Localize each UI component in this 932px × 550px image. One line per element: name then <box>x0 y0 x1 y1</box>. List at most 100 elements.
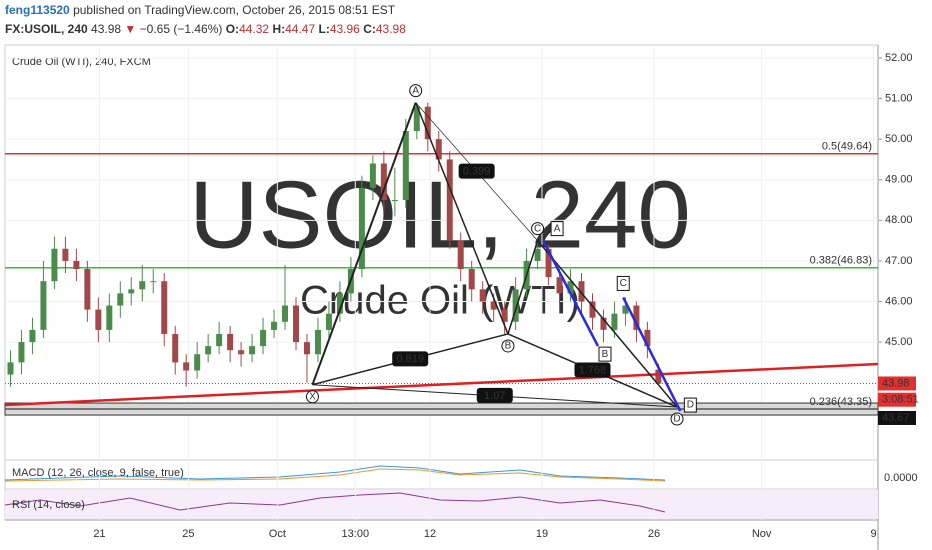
abcd-point-box <box>616 275 630 291</box>
x-tick-label: 12 <box>424 528 436 540</box>
candle-body <box>106 305 113 330</box>
candle-body <box>479 289 486 302</box>
candle-body <box>303 342 310 355</box>
candle-body <box>84 269 91 310</box>
symbol: FX:USOIL, 240 <box>5 22 88 36</box>
ratio-box <box>574 362 611 378</box>
candle-body <box>183 362 190 371</box>
abcd-leg <box>541 240 600 347</box>
candle-body <box>413 106 420 132</box>
candle-body <box>424 106 431 140</box>
abcd-point-box <box>683 397 697 413</box>
pattern-point-label: X <box>309 391 316 402</box>
candle-body <box>314 329 321 355</box>
open-label: O: <box>226 22 239 36</box>
rsi-label: RSI (14, close) <box>12 499 85 511</box>
price-label-box <box>878 410 916 425</box>
price-label: 43.98 <box>882 377 910 389</box>
low: 43.96 <box>330 22 360 36</box>
candle-body <box>556 277 563 294</box>
y-tick-label: 47.00 <box>885 255 913 267</box>
signal-line <box>4 468 666 482</box>
y-tick-label: 51.00 <box>885 92 913 104</box>
candle-body <box>578 281 585 302</box>
y-tick-label: 50.00 <box>885 133 913 145</box>
low-label: L: <box>318 22 329 36</box>
candle-body <box>18 342 25 363</box>
pattern-point <box>531 222 545 236</box>
candle-body <box>227 333 234 351</box>
header-line1: feng113520 published on TradingView.com,… <box>5 3 396 17</box>
close: 43.98 <box>376 22 406 36</box>
close-label: C: <box>363 22 376 36</box>
abcd-point-label: B <box>602 349 609 360</box>
high-label: H: <box>272 22 285 36</box>
arrow: ▼ <box>124 22 136 36</box>
candle-body <box>633 305 640 330</box>
pattern-leg <box>414 102 509 335</box>
candle-body <box>128 289 135 294</box>
x-tick-label: 21 <box>93 528 105 540</box>
header-line2: FX:USOIL, 240 43.98 ▼ −0.65 (−1.46%) O:4… <box>5 22 406 36</box>
candle-body <box>62 248 69 261</box>
candle-body <box>380 163 387 201</box>
x-tick-label: Oct <box>269 528 286 540</box>
candle-body <box>622 305 629 314</box>
pattern-point-label: B <box>505 341 512 352</box>
candle-body <box>611 313 618 330</box>
pattern-leg <box>311 102 417 386</box>
candle-body <box>600 317 607 330</box>
ratio-label: 0.399 <box>463 166 491 178</box>
candle-body <box>117 293 124 306</box>
pattern-point-label: A <box>412 85 419 96</box>
ratio-box <box>458 163 495 179</box>
last: 43.98 <box>91 22 121 36</box>
legend: Crude Oil (WTI), 240, FXCM <box>12 56 151 68</box>
rsi-band <box>5 490 878 519</box>
candle-body <box>238 350 245 355</box>
abcd-point-label: D <box>687 400 694 411</box>
candle-body <box>95 309 102 330</box>
candle-body <box>40 281 47 330</box>
candle-body <box>369 163 376 188</box>
candle-body <box>150 281 157 283</box>
candle-body <box>644 329 651 347</box>
x-tick-label: 9 <box>871 528 877 540</box>
x-tick-label: Nov <box>752 528 772 540</box>
candle-body <box>139 281 146 290</box>
candle-body <box>589 301 596 318</box>
price-label: 3:08:51 <box>882 394 919 406</box>
x-tick-label: 19 <box>536 528 548 540</box>
ratio-label: 0.819 <box>396 353 424 365</box>
ratio-box <box>392 351 429 367</box>
candle-body <box>468 269 475 290</box>
rsi-line <box>4 492 666 513</box>
price-label-box <box>878 376 916 391</box>
candle-body <box>216 333 223 347</box>
candle-body <box>391 200 398 202</box>
pattern-leg <box>537 240 678 408</box>
candle-body <box>325 313 332 330</box>
candle-body <box>293 305 299 343</box>
candle-body <box>567 281 574 294</box>
level-label: 0.382(46.83) <box>810 255 872 267</box>
trendline <box>4 362 879 407</box>
candle-body <box>29 329 36 343</box>
abcd-point-label: C <box>620 278 627 289</box>
y-tick-label: 49.00 <box>885 174 913 186</box>
candle-body <box>402 131 409 201</box>
level-label: 0.5(49.64) <box>822 141 872 153</box>
ratio-label: 1.07 <box>484 390 505 402</box>
abcd-point-box <box>550 221 564 237</box>
candle-body <box>205 346 212 355</box>
candle-body <box>435 139 442 160</box>
pattern-point-label: D <box>673 414 680 425</box>
candle-body <box>446 159 453 241</box>
candle-body <box>655 369 662 384</box>
candle-body <box>358 187 365 270</box>
author[interactable]: feng113520 <box>5 3 70 17</box>
candle-body <box>7 362 14 375</box>
candle-body <box>271 321 278 330</box>
candle-body <box>545 248 552 278</box>
y-tick-label: 45.00 <box>885 336 913 348</box>
